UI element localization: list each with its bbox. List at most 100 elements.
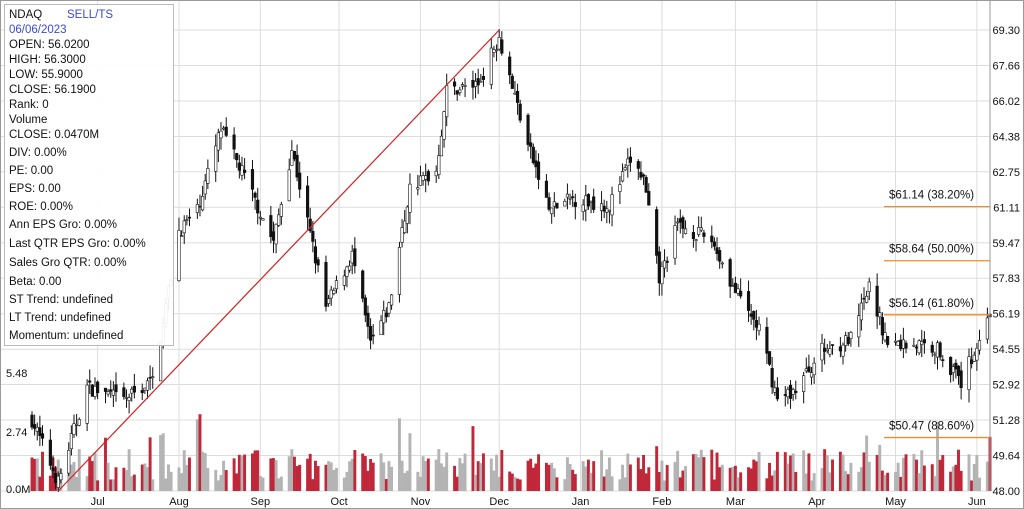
volume-bar xyxy=(642,455,646,491)
volume-bar xyxy=(789,455,792,491)
volume-bar xyxy=(495,454,499,491)
candle-body xyxy=(481,76,486,80)
volume-bar xyxy=(329,462,333,491)
candle-body xyxy=(697,227,701,235)
candle-body xyxy=(258,216,262,219)
candle-body xyxy=(605,208,609,213)
candle-body xyxy=(571,196,575,198)
candle-body xyxy=(930,344,934,353)
volume-bar xyxy=(825,455,829,491)
candle-body xyxy=(878,312,882,318)
candle-body xyxy=(641,174,646,177)
candle-body xyxy=(30,414,34,428)
volume-bar xyxy=(177,467,181,491)
candle-body xyxy=(636,161,640,169)
candle-body xyxy=(901,339,905,349)
candle-body xyxy=(904,342,908,349)
volume-bar xyxy=(400,460,404,491)
volume-bar xyxy=(534,463,538,491)
candle-body xyxy=(954,362,958,370)
fib-level-label: $50.47 (88.60%) xyxy=(889,421,974,433)
volume-bar xyxy=(736,477,740,491)
candle-body xyxy=(681,217,685,229)
volume-bar xyxy=(222,460,226,491)
volume-bar xyxy=(38,476,42,491)
candle-body xyxy=(565,193,570,198)
volume-bar xyxy=(111,479,115,491)
info-rank: Rank: 0 xyxy=(9,99,49,111)
volume-bar xyxy=(274,460,278,491)
candle-body xyxy=(114,384,118,393)
volume-bar xyxy=(949,471,953,491)
volume-bar xyxy=(702,457,706,491)
candle-body xyxy=(893,340,898,343)
volume-bar xyxy=(537,454,541,491)
volume-bar xyxy=(731,466,735,491)
volume-bar xyxy=(85,476,89,491)
candle-body xyxy=(371,334,375,337)
candle-body xyxy=(985,317,989,340)
volume-bar xyxy=(298,464,302,491)
volume-bar xyxy=(146,466,149,491)
candle-body xyxy=(802,375,806,392)
candle-body xyxy=(353,248,357,267)
candle-body xyxy=(271,231,276,241)
x-tick-label: Jan xyxy=(572,496,590,508)
volume-bar xyxy=(586,459,590,491)
candle-body xyxy=(568,197,572,200)
volume-bar xyxy=(749,468,753,491)
candle-body xyxy=(754,319,758,328)
candle-body xyxy=(489,47,493,85)
volume-bar xyxy=(387,461,391,491)
volume-bar xyxy=(185,464,189,491)
volume-bar xyxy=(379,453,383,491)
candle-body xyxy=(308,218,312,232)
candle-body xyxy=(418,175,423,186)
volume-bar xyxy=(628,464,632,491)
volume-bar xyxy=(206,468,210,491)
volume-bar xyxy=(985,461,989,491)
candle-body xyxy=(306,185,310,218)
candle-body xyxy=(127,397,131,401)
volume-bar xyxy=(757,452,761,491)
volume-bar xyxy=(862,452,866,491)
candle-body xyxy=(765,326,769,354)
volume-bar xyxy=(235,473,239,491)
candle-body xyxy=(145,380,150,391)
candle-body xyxy=(977,340,982,351)
y-tick-label: 49.64 xyxy=(992,451,1020,463)
candle-body xyxy=(442,111,446,140)
volume-bar xyxy=(453,465,457,491)
y-tick-label: 56.19 xyxy=(992,309,1020,321)
candle-body xyxy=(274,223,278,245)
y-tick-label: 61.11 xyxy=(993,202,1020,214)
candle-body xyxy=(185,219,189,221)
volume-bar xyxy=(132,474,136,491)
candle-body xyxy=(699,227,703,231)
candle-body xyxy=(216,132,220,151)
volume-bar xyxy=(820,468,824,491)
volume-bar xyxy=(896,462,900,491)
candle-body xyxy=(970,359,974,365)
volume-bar xyxy=(526,460,530,491)
volume-bar xyxy=(500,449,504,491)
candle-body xyxy=(458,89,462,93)
info-sales-gro: Sales Gro QTR: 0.00% xyxy=(9,257,127,269)
volume-bar xyxy=(397,418,401,491)
volume-bar xyxy=(224,470,228,491)
candle-body xyxy=(846,336,850,345)
candle-body xyxy=(655,209,659,256)
volume-bar xyxy=(844,471,848,491)
candle-body xyxy=(379,320,383,336)
volume-bar xyxy=(718,467,722,491)
candle-body xyxy=(547,197,551,210)
volume-bar xyxy=(460,463,464,491)
candle-body xyxy=(403,220,407,234)
candle-body xyxy=(694,239,698,241)
candle-body xyxy=(292,151,297,160)
candle-body xyxy=(405,206,409,224)
info-open: OPEN: 56.0200 xyxy=(9,39,90,51)
volume-bar xyxy=(647,467,651,491)
volume-bar xyxy=(424,461,428,491)
volume-bar xyxy=(201,451,205,491)
